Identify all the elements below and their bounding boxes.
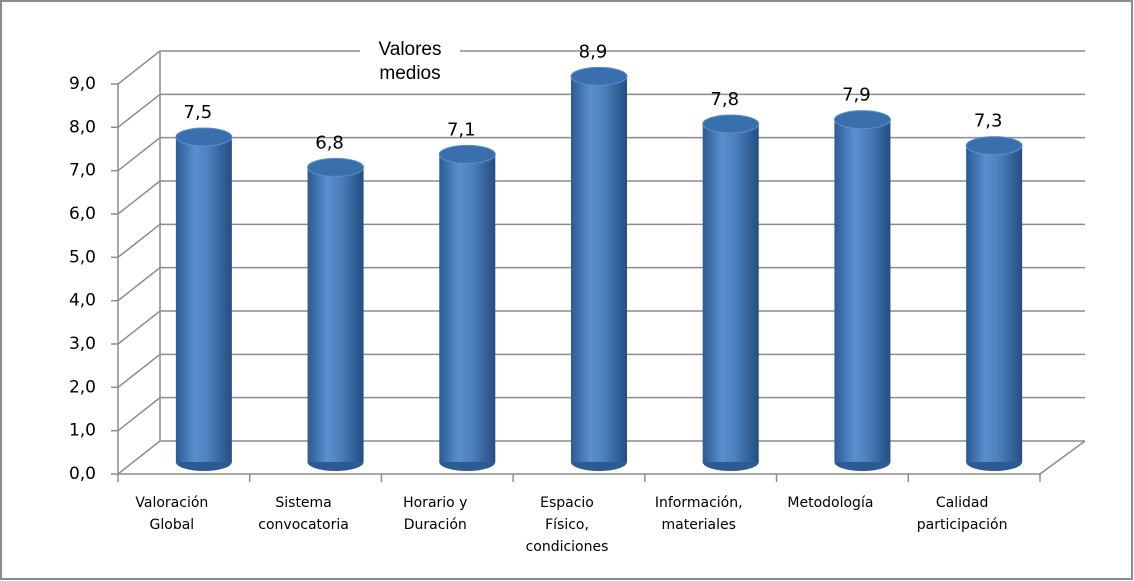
value-label: 7,1	[447, 119, 476, 140]
x-tick-label-line: Horario y	[403, 495, 467, 511]
bar-top	[175, 127, 233, 147]
x-tick-label-line: Valoración	[135, 495, 208, 511]
grid-line	[117, 223, 1085, 258]
grid-line	[117, 180, 1085, 215]
x-tick-label-line: condiciones	[526, 539, 609, 555]
x-tick-label-line: materiales	[662, 517, 736, 533]
value-label: 7,8	[710, 89, 739, 110]
y-tick-label: 7,0	[69, 161, 96, 181]
x-tick-label-line: Información,	[655, 495, 743, 511]
bar	[571, 76, 627, 462]
y-tick-label: 9,0	[69, 74, 96, 94]
bar	[966, 145, 1023, 462]
value-label: 8,9	[579, 41, 608, 62]
bar-top	[965, 136, 1023, 156]
x-tick-label-line: Físico,	[545, 517, 589, 533]
bar-top	[438, 144, 496, 164]
y-tick-label: 2,0	[69, 377, 96, 397]
bar	[175, 137, 232, 462]
bar-top	[833, 110, 891, 130]
grid-line	[117, 353, 1085, 388]
x-tick-label: Horario y Duración	[403, 495, 467, 533]
y-tick-label: 6,0	[69, 204, 96, 224]
grid-line	[117, 310, 1085, 345]
y-tick-label: 0,0	[69, 464, 96, 484]
bar	[307, 167, 364, 463]
x-tick-label-line: Calidad	[936, 495, 989, 511]
grid-line	[117, 266, 1085, 302]
bar	[702, 124, 759, 462]
x-tick-label: Valoración Global	[135, 495, 208, 533]
grid-line	[117, 396, 1085, 432]
bar	[834, 119, 891, 463]
value-label: 6,8	[315, 132, 344, 153]
x-tick-label: Metodología	[787, 495, 873, 511]
x-tick-label-line: Metodología	[787, 495, 873, 511]
y-tick-label: 5,0	[69, 247, 96, 267]
x-tick-label-line: Duración	[404, 517, 467, 533]
bar-top	[307, 157, 365, 177]
grid-line	[117, 50, 1085, 85]
x-tick-label: Sistema convocatoria	[258, 495, 349, 533]
value-label: 7,5	[184, 102, 213, 123]
x-tick-label-line: Espacio	[540, 495, 594, 511]
y-tick-label: 3,0	[69, 334, 96, 354]
value-label: 7,3	[974, 111, 1003, 132]
y-tick-label: 8,0	[69, 117, 96, 137]
x-tick-label-line: Sistema	[275, 495, 331, 511]
grid-line	[117, 93, 1085, 128]
y-tick-label: 1,0	[69, 421, 96, 441]
grid-line	[117, 440, 1085, 475]
x-tick-label-line: convocatoria	[258, 517, 349, 533]
chart-title: Valores medios	[360, 38, 460, 86]
bar-top	[570, 66, 628, 86]
x-tick-label: Calidad participación	[917, 495, 1008, 533]
x-tick-label-line: Global	[150, 517, 195, 533]
grid-line	[117, 136, 1085, 172]
y-tick-label: 4,0	[69, 291, 96, 311]
bar-top	[702, 114, 760, 134]
x-tick-label: Información, materiales	[655, 495, 743, 533]
x-tick-label: Espacio Físico, condiciones	[526, 495, 609, 555]
x-tick-label-line: participación	[917, 517, 1008, 533]
value-label: 7,9	[842, 85, 871, 106]
bar	[439, 154, 496, 463]
